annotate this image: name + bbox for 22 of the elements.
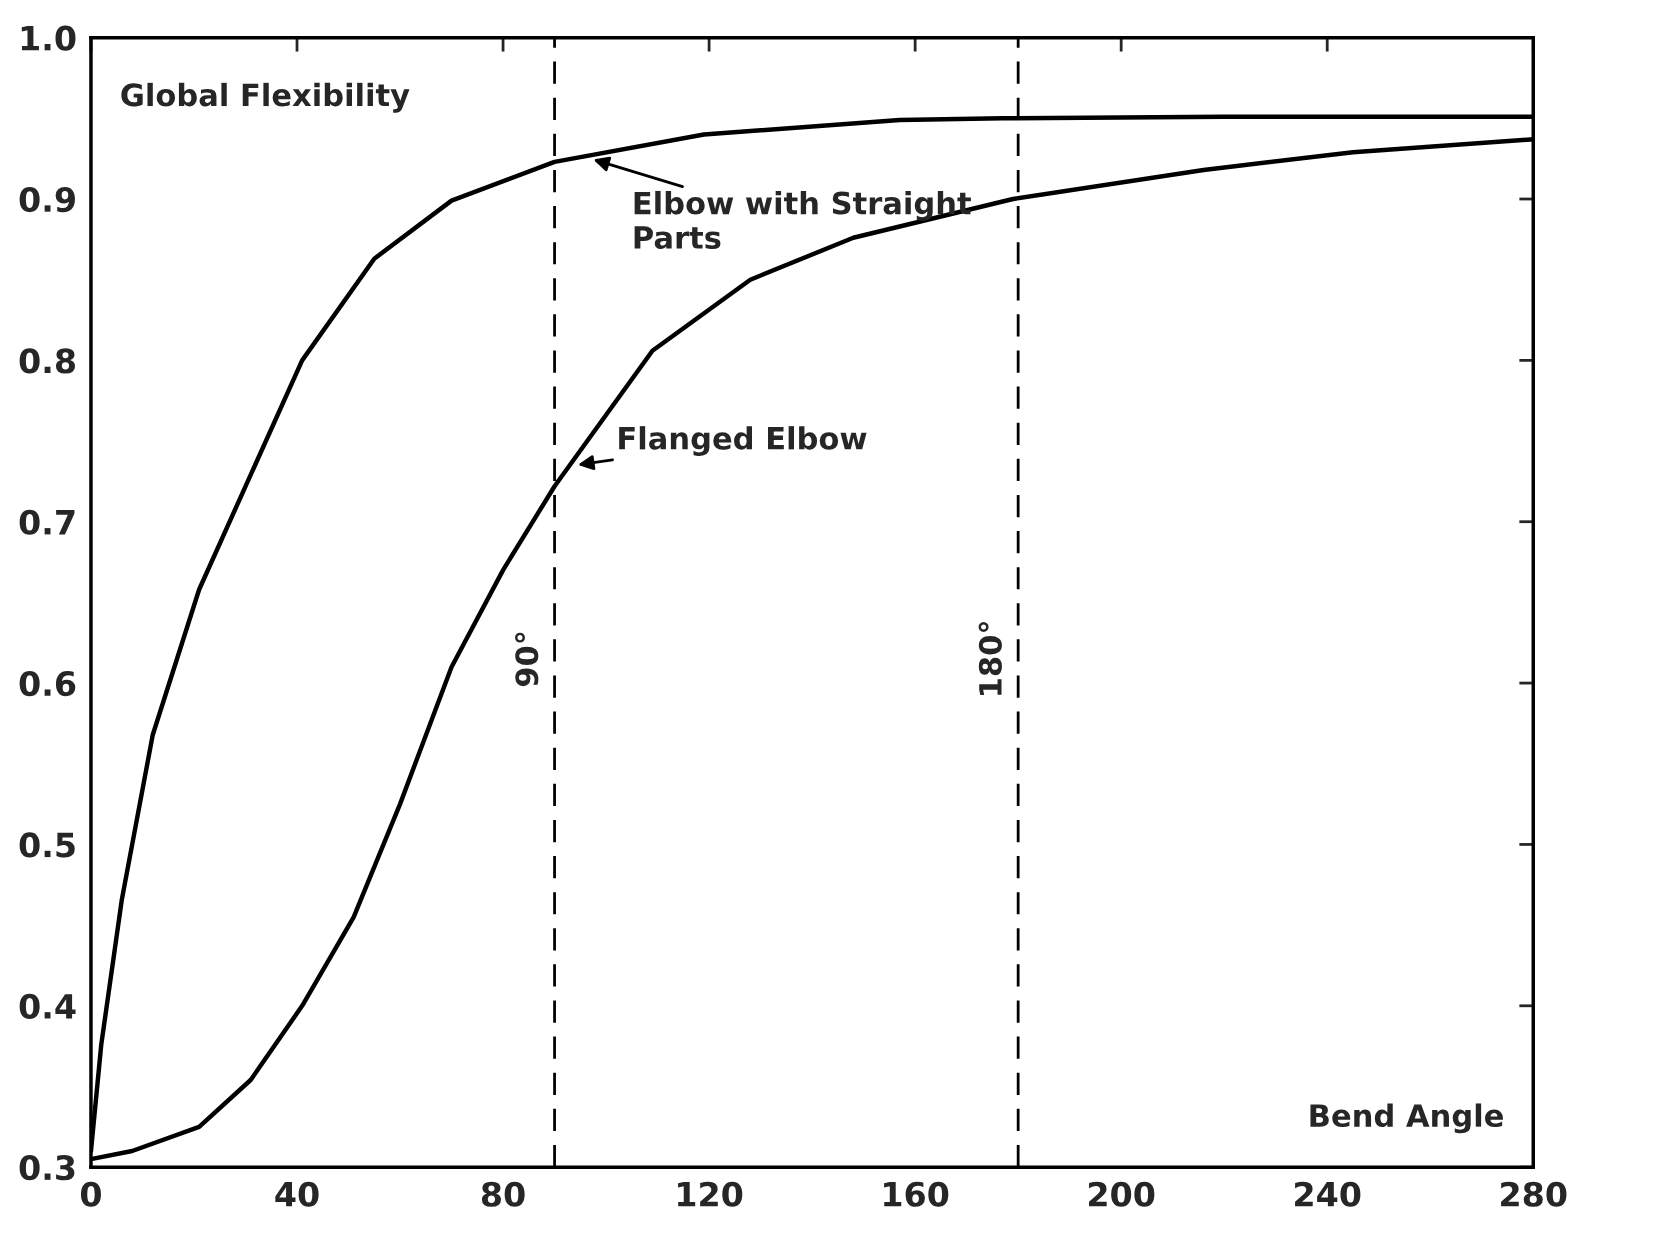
y-tick-label: 0.3: [19, 1155, 75, 1181]
y-tick-label: 0.8: [19, 348, 76, 374]
x-tick-label: 80: [481, 1181, 525, 1207]
x-tick-label: 40: [275, 1181, 319, 1207]
y-tick-label: 0.5: [19, 832, 75, 858]
x-tick-label: 200: [1089, 1181, 1155, 1207]
y-tick-label: 0.4: [19, 993, 76, 1019]
x-tick-label: 240: [1295, 1181, 1361, 1207]
x-tick-label: 120: [678, 1181, 743, 1207]
y-tick-label: 1.0: [21, 25, 76, 51]
ref-line-label: 90°: [515, 632, 539, 687]
y-axis-title: Global Flexibility: [121, 82, 410, 113]
annotation: Elbow with Straight Parts: [634, 190, 971, 250]
annotation: Flanged Elbow: [619, 426, 867, 456]
x-tick-label: 160: [884, 1181, 949, 1207]
x-tick-label: 0: [80, 1181, 101, 1207]
y-tick-label: 0.7: [19, 509, 75, 535]
y-tick-label: 0.6: [19, 671, 76, 697]
x-tick-label: 280: [1501, 1181, 1567, 1207]
x-axis-title: Bend Angle: [1310, 1103, 1503, 1134]
ref-line-label: 180°: [978, 622, 1002, 695]
y-tick-label: 0.9: [19, 186, 75, 213]
